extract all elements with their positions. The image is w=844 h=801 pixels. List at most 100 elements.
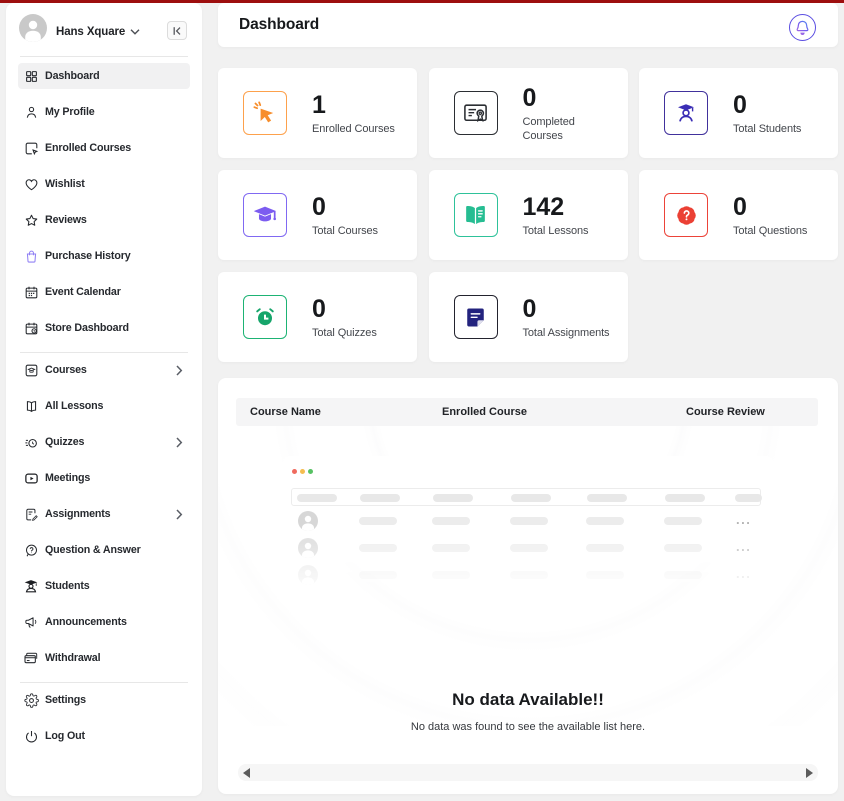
sidebar-item-my-profile[interactable]: My Profile xyxy=(18,99,190,125)
skeleton-avatar xyxy=(298,538,318,558)
scroll-left-arrow[interactable] xyxy=(243,767,250,778)
certificate-icon xyxy=(453,91,498,135)
skeleton-header xyxy=(291,488,762,506)
dashboard-grid-icon xyxy=(23,68,39,84)
megaphone-icon xyxy=(23,614,39,630)
sidebar-item-all-lessons[interactable]: All Lessons xyxy=(18,393,190,419)
star-icon xyxy=(23,212,39,228)
stat-value: 0 xyxy=(312,192,326,221)
notification-bell-button[interactable] xyxy=(789,14,816,41)
sidebar-item-reviews[interactable]: Reviews xyxy=(18,207,190,233)
horizontal-scrollbar[interactable] xyxy=(238,764,818,781)
sidebar-item-meetings[interactable]: Meetings xyxy=(18,465,190,491)
shopping-bag-icon xyxy=(23,248,39,264)
window-dot-green xyxy=(308,469,313,474)
sidebar-item-label: Event Calendar xyxy=(45,286,121,298)
video-play-icon xyxy=(23,470,39,486)
sidebar-item-wishlist[interactable]: Wishlist xyxy=(18,171,190,197)
stat-card-total-students: 0 Total Students xyxy=(639,68,838,158)
user-icon xyxy=(23,104,39,120)
stat-card-completed-courses: 0 Completed Courses xyxy=(428,68,628,158)
sidebar-item-purchase-history[interactable]: Purchase History xyxy=(18,243,190,269)
sidebar-item-store-dashboard[interactable]: Store Dashboard xyxy=(18,315,190,341)
sidebar-item-enrolled-courses[interactable]: Enrolled Courses xyxy=(18,135,190,161)
sidebar-item-question-answer[interactable]: Question & Answer xyxy=(18,537,190,563)
page-header: Dashboard xyxy=(218,3,838,47)
sidebar-item-courses[interactable]: Courses xyxy=(18,357,190,383)
stat-value: 0 xyxy=(733,192,747,221)
cursor-click-icon xyxy=(243,91,287,135)
stat-label: Enrolled Courses xyxy=(312,122,395,135)
sidebar-item-label: Question & Answer xyxy=(45,544,141,556)
sidebar-item-quizzes[interactable]: Quizzes xyxy=(18,429,190,455)
profile-header: Hans Xquare xyxy=(6,3,202,56)
sidebar-item-label: Announcements xyxy=(45,616,127,628)
sidebar: Hans Xquare Dashboard xyxy=(6,3,202,796)
course-cap-icon xyxy=(23,362,39,378)
stat-label: Total Students xyxy=(733,122,802,135)
sidebar-item-label: Courses xyxy=(45,364,87,376)
quiz-clock-icon xyxy=(23,434,39,450)
sidebar-item-label: Wishlist xyxy=(45,178,85,190)
open-book-icon xyxy=(23,398,39,414)
calendar-icon xyxy=(23,284,39,300)
sidebar-item-assignments[interactable]: Assignments xyxy=(18,501,190,527)
sidebar-item-label: Purchase History xyxy=(45,250,131,262)
open-book-icon xyxy=(453,193,498,237)
question-badge-icon xyxy=(664,193,708,237)
stat-label: Total Lessons xyxy=(522,224,589,237)
course-card-icon xyxy=(23,140,39,156)
window-dot-yellow xyxy=(300,469,305,474)
skeleton-row: ... xyxy=(283,511,773,531)
chevron-right-icon xyxy=(176,437,183,448)
sidebar-item-label: All Lessons xyxy=(45,400,104,412)
stat-value: 0 xyxy=(312,294,326,323)
calendar-store-icon xyxy=(23,320,39,336)
table-header-row: Course Name Enrolled Course Course Revie… xyxy=(236,398,818,426)
heart-icon xyxy=(23,176,39,192)
chevron-right-icon xyxy=(176,509,183,520)
stat-card-total-questions: 0 Total Questions xyxy=(639,170,838,260)
sidebar-item-label: Settings xyxy=(45,694,86,706)
scroll-right-arrow[interactable] xyxy=(806,767,813,778)
sidebar-item-withdrawal[interactable]: Withdrawal xyxy=(18,645,190,671)
sidebar-item-label: Dashboard xyxy=(45,70,100,82)
graduation-cap-icon xyxy=(243,193,287,237)
sidebar-item-label: Quizzes xyxy=(45,436,85,448)
avatar xyxy=(19,14,47,42)
stat-card-total-lessons: 142 Total Lessons xyxy=(428,170,628,260)
gear-icon xyxy=(23,692,39,708)
sidebar-item-announcements[interactable]: Announcements xyxy=(18,609,190,635)
sidebar-item-label: Students xyxy=(45,580,90,592)
sidebar-collapse-button[interactable] xyxy=(167,21,187,40)
sidebar-item-students[interactable]: Students xyxy=(18,573,190,599)
sidebar-item-label: Meetings xyxy=(45,472,91,484)
empty-state-subtitle: No data was found to see the available l… xyxy=(410,721,646,733)
sidebar-item-label: Withdrawal xyxy=(45,652,101,664)
divider xyxy=(20,352,188,353)
sidebar-item-event-calendar[interactable]: Event Calendar xyxy=(18,279,190,305)
stat-value: 0 xyxy=(522,294,537,323)
sidebar-item-dashboard[interactable]: Dashboard xyxy=(18,63,190,89)
empty-state-title: No data Available!! xyxy=(452,690,604,709)
courses-table-card: Course Name Enrolled Course Course Revie… xyxy=(218,378,838,794)
graduate-icon xyxy=(23,578,39,594)
stat-card-total-quizzes: 0 Total Quizzes xyxy=(218,272,417,362)
stat-value: 0 xyxy=(733,90,747,119)
page-title: Dashboard xyxy=(239,16,320,33)
window-dot-red xyxy=(292,469,297,474)
sidebar-item-settings[interactable]: Settings xyxy=(18,687,190,713)
stat-label: Total Questions xyxy=(733,224,808,237)
skeleton-row: ... xyxy=(283,565,773,585)
stat-card-enrolled-courses: 1 Enrolled Courses xyxy=(218,68,417,158)
sidebar-item-label: Reviews xyxy=(45,214,87,226)
empty-state-message: No data Available!! No data was found to… xyxy=(218,690,838,733)
skeleton-row: ... xyxy=(283,538,773,558)
skeleton-avatar xyxy=(298,511,318,531)
chevron-down-icon[interactable] xyxy=(130,29,140,35)
chevron-right-icon xyxy=(176,365,183,376)
alarm-clock-icon xyxy=(243,295,287,339)
sidebar-item-log-out[interactable]: Log Out xyxy=(18,723,190,749)
power-icon xyxy=(23,728,39,744)
top-accent-bar xyxy=(0,0,844,3)
